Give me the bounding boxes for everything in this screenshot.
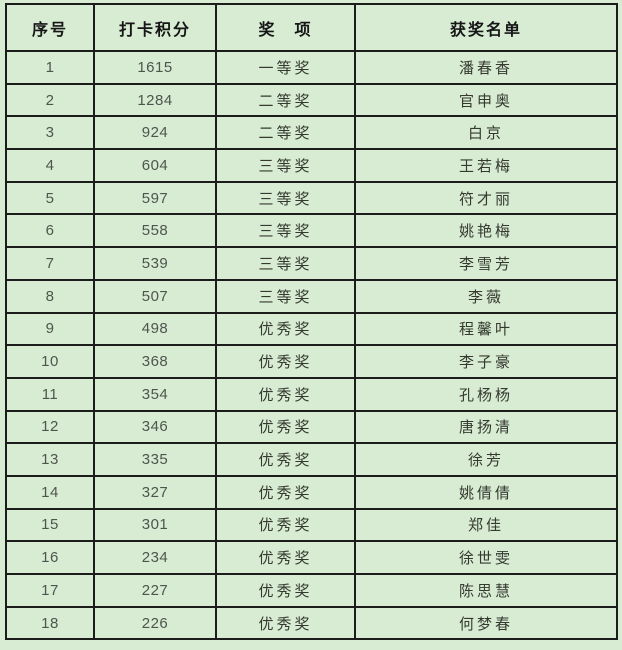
cell-winner-name: 姚艳梅 xyxy=(354,213,618,249)
cell-points: 301 xyxy=(93,507,217,543)
table-row: 15 301 优秀奖 郑佳 xyxy=(5,507,618,543)
cell-points: 1615 xyxy=(93,50,217,85)
cell-points: 498 xyxy=(93,311,217,347)
cell-award: 三等奖 xyxy=(215,246,356,281)
table-row: 2 1284 二等奖 官申奥 xyxy=(5,82,618,118)
table-row: 9 498 优秀奖 程馨叶 xyxy=(5,311,618,347)
cell-index: 15 xyxy=(5,507,95,543)
cell-points: 346 xyxy=(93,409,217,445)
cell-index: 10 xyxy=(5,344,95,379)
cell-winner-name: 官申奥 xyxy=(354,82,618,118)
table-row: 10 368 优秀奖 李子豪 xyxy=(5,344,618,379)
table-row: 12 346 优秀奖 唐扬清 xyxy=(5,409,618,445)
cell-index: 12 xyxy=(5,409,95,445)
cell-award: 优秀奖 xyxy=(215,507,356,543)
cell-winner-name: 白京 xyxy=(354,115,618,151)
table-row: 13 335 优秀奖 徐芳 xyxy=(5,442,618,477)
cell-points: 227 xyxy=(93,573,217,608)
cell-points: 226 xyxy=(93,605,217,641)
cell-award: 三等奖 xyxy=(215,148,356,183)
cell-winner-name: 徐世雯 xyxy=(354,540,618,575)
table-row: 16 234 优秀奖 徐世雯 xyxy=(5,540,618,575)
cell-winner-name: 何梦春 xyxy=(354,605,618,641)
cell-index: 4 xyxy=(5,148,95,183)
table-row: 3 924 二等奖 白京 xyxy=(5,115,618,151)
cell-winner-name: 潘春香 xyxy=(354,50,618,85)
cell-award: 优秀奖 xyxy=(215,474,356,510)
cell-index: 14 xyxy=(5,474,95,510)
cell-winner-name: 王若梅 xyxy=(354,148,618,183)
column-header-award: 奖 项 xyxy=(215,3,356,52)
cell-points: 354 xyxy=(93,376,217,412)
table-row: 6 558 三等奖 姚艳梅 xyxy=(5,213,618,249)
cell-index: 13 xyxy=(5,442,95,477)
cell-award: 优秀奖 xyxy=(215,605,356,641)
cell-points: 335 xyxy=(93,442,217,477)
cell-points: 539 xyxy=(93,246,217,281)
cell-points: 604 xyxy=(93,148,217,183)
cell-award: 优秀奖 xyxy=(215,409,356,445)
cell-winner-name: 李雪芳 xyxy=(354,246,618,281)
cell-award: 三等奖 xyxy=(215,278,356,314)
cell-award: 优秀奖 xyxy=(215,442,356,477)
cell-award: 优秀奖 xyxy=(215,573,356,608)
cell-points: 234 xyxy=(93,540,217,575)
award-results-table: 序号 打卡积分 奖 项 获奖名单 1 1615 一等奖 潘春香 2 1284 二… xyxy=(5,3,618,641)
cell-winner-name: 李子豪 xyxy=(354,344,618,379)
cell-winner-name: 李薇 xyxy=(354,278,618,314)
cell-award: 优秀奖 xyxy=(215,540,356,575)
cell-winner-name: 郑佳 xyxy=(354,507,618,543)
table-row: 11 354 优秀奖 孔杨杨 xyxy=(5,376,618,412)
cell-index: 2 xyxy=(5,82,95,118)
cell-winner-name: 符才丽 xyxy=(354,180,618,216)
cell-index: 16 xyxy=(5,540,95,575)
table-row: 5 597 三等奖 符才丽 xyxy=(5,180,618,216)
header-row: 序号 打卡积分 奖 项 获奖名单 xyxy=(5,3,618,52)
cell-winner-name: 陈思慧 xyxy=(354,573,618,608)
cell-index: 6 xyxy=(5,213,95,249)
cell-points: 327 xyxy=(93,474,217,510)
cell-points: 507 xyxy=(93,278,217,314)
cell-index: 8 xyxy=(5,278,95,314)
cell-award: 优秀奖 xyxy=(215,344,356,379)
cell-index: 7 xyxy=(5,246,95,281)
table-row: 8 507 三等奖 李薇 xyxy=(5,278,618,314)
column-header-winner: 获奖名单 xyxy=(354,3,618,52)
cell-index: 1 xyxy=(5,50,95,85)
cell-winner-name: 唐扬清 xyxy=(354,409,618,445)
cell-winner-name: 姚倩倩 xyxy=(354,474,618,510)
cell-award: 二等奖 xyxy=(215,82,356,118)
cell-winner-name: 孔杨杨 xyxy=(354,376,618,412)
table-row: 4 604 三等奖 王若梅 xyxy=(5,148,618,183)
cell-award: 三等奖 xyxy=(215,180,356,216)
cell-award: 一等奖 xyxy=(215,50,356,85)
column-header-index: 序号 xyxy=(5,3,95,52)
cell-award: 二等奖 xyxy=(215,115,356,151)
cell-index: 11 xyxy=(5,376,95,412)
cell-index: 9 xyxy=(5,311,95,347)
cell-points: 597 xyxy=(93,180,217,216)
cell-points: 924 xyxy=(93,115,217,151)
cell-winner-name: 徐芳 xyxy=(354,442,618,477)
cell-award: 三等奖 xyxy=(215,213,356,249)
cell-points: 368 xyxy=(93,344,217,379)
cell-award: 优秀奖 xyxy=(215,376,356,412)
cell-index: 18 xyxy=(5,605,95,641)
cell-points: 558 xyxy=(93,213,217,249)
cell-index: 17 xyxy=(5,573,95,608)
table-row: 18 226 优秀奖 何梦春 xyxy=(5,605,618,641)
table-row: 14 327 优秀奖 姚倩倩 xyxy=(5,474,618,510)
table-row: 17 227 优秀奖 陈思慧 xyxy=(5,573,618,608)
table-row: 1 1615 一等奖 潘春香 xyxy=(5,50,618,85)
cell-award: 优秀奖 xyxy=(215,311,356,347)
table-row: 7 539 三等奖 李雪芳 xyxy=(5,246,618,281)
cell-index: 5 xyxy=(5,180,95,216)
cell-index: 3 xyxy=(5,115,95,151)
cell-winner-name: 程馨叶 xyxy=(354,311,618,347)
column-header-points: 打卡积分 xyxy=(93,3,217,52)
cell-points: 1284 xyxy=(93,82,217,118)
